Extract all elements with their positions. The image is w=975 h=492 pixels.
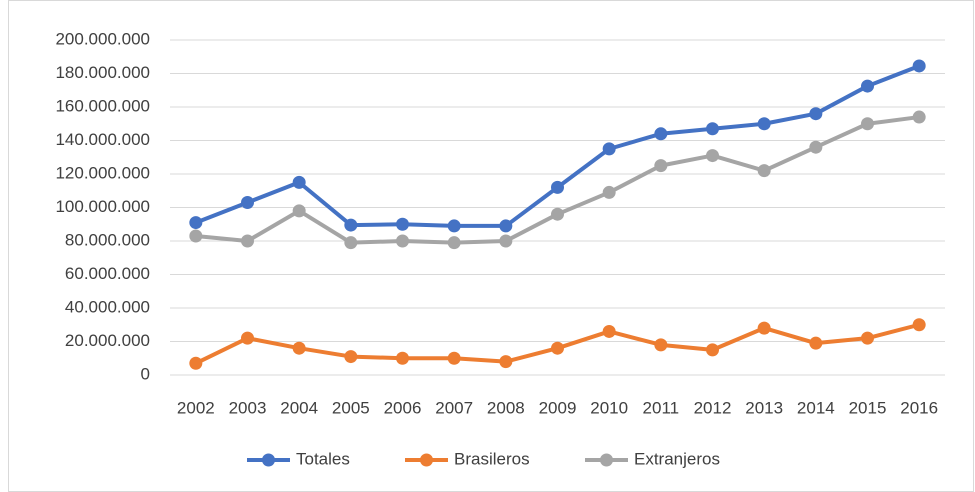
y-tick-label: 140.000.000	[55, 130, 150, 149]
data-point	[344, 218, 358, 232]
x-tick-label: 2006	[384, 398, 422, 417]
data-point	[447, 351, 461, 365]
x-tick-label: 2011	[643, 398, 680, 417]
x-tick-label: 2007	[435, 398, 473, 417]
data-point	[396, 351, 409, 365]
data-point	[551, 180, 564, 194]
x-tick-label: 2012	[694, 398, 732, 417]
data-point	[757, 164, 771, 178]
data-point	[241, 195, 254, 209]
x-tick-label: 2005	[332, 398, 370, 417]
data-point	[809, 140, 823, 154]
data-point	[654, 338, 668, 352]
data-point	[654, 159, 668, 173]
data-point	[447, 236, 461, 250]
data-point	[706, 149, 719, 163]
data-point	[499, 355, 513, 369]
data-point	[189, 216, 203, 230]
x-tick-label: 2010	[590, 398, 628, 417]
data-point	[447, 219, 461, 233]
y-tick-label: 80.000.000	[65, 230, 150, 249]
data-point	[241, 234, 254, 248]
x-tick-label: 2002	[177, 398, 215, 417]
y-tick-label: 60.000.000	[65, 264, 150, 283]
legend-marker	[262, 453, 275, 467]
legend-label: Totales	[296, 449, 350, 468]
data-point	[654, 127, 668, 141]
x-tick-label: 2015	[849, 398, 887, 417]
legend-marker	[600, 453, 613, 467]
data-point	[602, 324, 616, 338]
data-point	[912, 59, 926, 73]
data-point	[396, 217, 409, 231]
data-point	[189, 356, 203, 370]
legend-label: Extranjeros	[634, 449, 720, 468]
data-point	[344, 236, 358, 250]
data-point	[499, 219, 513, 233]
data-point	[861, 331, 874, 345]
x-tick-label: 2016	[900, 398, 938, 417]
y-tick-label: 120.000.000	[55, 163, 150, 182]
data-point	[499, 234, 513, 248]
data-point	[396, 234, 409, 248]
y-tick-label: 20.000.000	[65, 331, 150, 350]
data-point	[292, 175, 306, 189]
data-point	[912, 110, 926, 124]
data-point	[602, 185, 616, 199]
data-point	[861, 79, 874, 93]
data-point	[757, 321, 771, 335]
data-point	[809, 336, 823, 350]
x-tick-label: 2004	[280, 398, 318, 417]
data-point	[344, 350, 358, 364]
x-tick-label: 2014	[797, 398, 835, 417]
x-tick-label: 2009	[539, 398, 577, 417]
y-tick-label: 40.000.000	[65, 297, 150, 316]
legend-marker	[420, 453, 433, 467]
y-tick-label: 160.000.000	[55, 96, 150, 115]
y-tick-label: 200.000.000	[55, 29, 150, 48]
legend-label: Brasileros	[454, 449, 530, 468]
data-point	[292, 341, 306, 355]
data-point	[602, 142, 616, 156]
y-tick-label: 0	[141, 364, 150, 383]
y-tick-label: 100.000.000	[55, 197, 150, 216]
x-tick-label: 2008	[487, 398, 525, 417]
data-point	[241, 331, 254, 345]
data-point	[757, 117, 771, 131]
data-point	[706, 122, 719, 136]
data-point	[292, 204, 306, 218]
y-tick-label: 180.000.000	[55, 63, 150, 82]
x-tick-label: 2003	[229, 398, 267, 417]
data-point	[189, 229, 203, 243]
data-point	[809, 107, 823, 121]
data-point	[551, 207, 564, 221]
chart-frame	[8, 0, 974, 492]
data-point	[861, 117, 874, 131]
x-tick-label: 2013	[745, 398, 783, 417]
data-point	[912, 318, 926, 332]
data-point	[706, 343, 719, 357]
data-point	[551, 341, 564, 355]
